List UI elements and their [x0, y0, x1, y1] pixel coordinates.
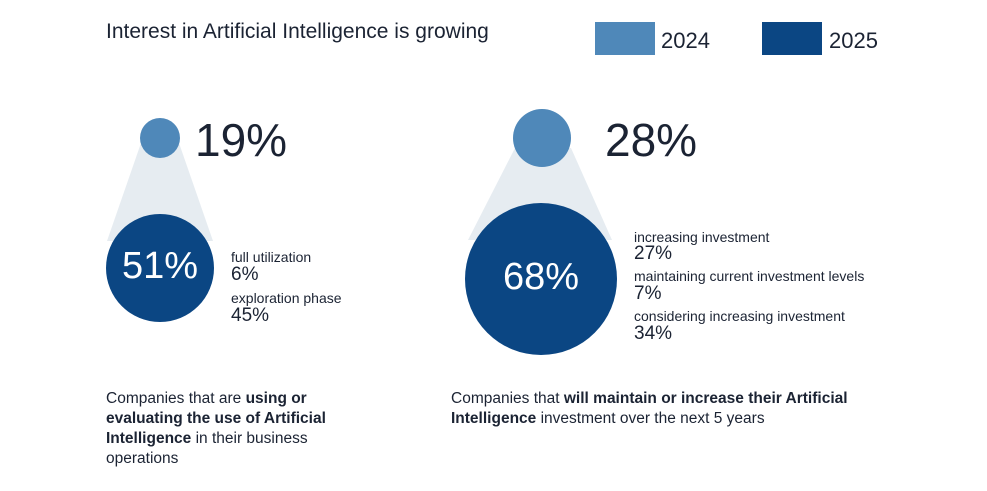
left-value-2025: 51% [121, 245, 199, 287]
legend-swatch-2024 [595, 22, 655, 55]
left-caption-post: in their business operations [106, 430, 308, 467]
left-caption-bold: using or evaluating the use of Artificia… [106, 390, 326, 447]
left-circle-2025 [106, 214, 214, 322]
right-value-2025: 68% [502, 256, 580, 298]
right-caption-pre: Companies that [451, 390, 564, 407]
left-breakdown-label-1: full utilization [231, 249, 312, 265]
right-caption: Companies that will maintain or increase… [451, 389, 871, 429]
right-circle-2025 [465, 203, 617, 355]
left-value-2024: 19% [195, 114, 288, 166]
right-breakdown-value-3: 34% [634, 323, 673, 344]
right-breakdown-label-2: maintaining current investment levels [634, 268, 865, 284]
left-breakdown-label-2: exploration phase [231, 290, 342, 306]
left-breakdown-value-1: 6% [231, 264, 259, 285]
right-breakdown-value-1: 27% [634, 243, 673, 264]
left-breakdown-value-2: 45% [231, 305, 270, 326]
legend-label-2024: 2024 [661, 28, 710, 53]
left-circle-2024 [140, 118, 180, 158]
left-caption: Companies that are using or evaluating t… [106, 389, 351, 469]
right-value-2024: 28% [605, 114, 698, 166]
left-caption-pre: Companies that are [106, 390, 246, 407]
right-breakdown-label-1: increasing investment [634, 229, 770, 245]
legend-label-2025: 2025 [829, 28, 878, 53]
right-breakdown-label-3: considering increasing investment [634, 308, 845, 324]
right-caption-post: investment over the next 5 years [536, 410, 765, 427]
right-caption-bold: will maintain or increase their Artifici… [451, 390, 848, 427]
right-circle-2024 [513, 109, 571, 167]
legend-swatch-2025 [762, 22, 822, 55]
right-breakdown-value-2: 7% [634, 283, 662, 304]
chart-title: Interest in Artificial Intelligence is g… [106, 20, 489, 43]
left-cone [107, 143, 213, 241]
